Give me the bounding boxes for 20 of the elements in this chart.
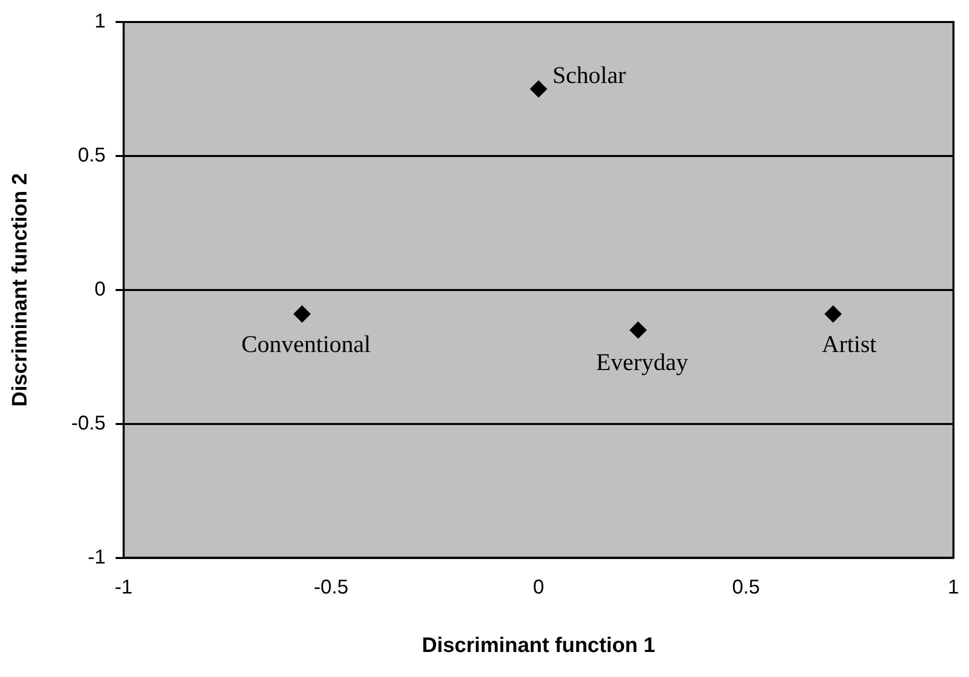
annotation: Artist [822,332,877,358]
x-tick-label: -0.5 [314,576,348,598]
y-tick-label: 0.5 [78,144,106,166]
point [294,306,311,323]
annotation: Everyday [596,350,688,376]
x-tick-label: 0.5 [732,576,760,598]
x-tick-label: -1 [114,576,133,598]
annotation: Conventional [241,332,372,358]
y-tick-label: 0 [94,278,106,300]
x-axis-title: Discriminant function 1 [422,634,656,658]
x-tick-label: 0 [532,576,544,598]
point [530,80,548,98]
y-tick-label: -0.5 [71,412,106,434]
y-axis-title: Discriminant function 2 [8,173,32,407]
x-tick-label: 1 [948,576,959,598]
point [824,306,842,323]
y-tick-label: -1 [88,546,106,568]
y-tick-label: 1 [94,10,106,33]
point [630,322,647,339]
annotation: Scholar [552,62,626,89]
